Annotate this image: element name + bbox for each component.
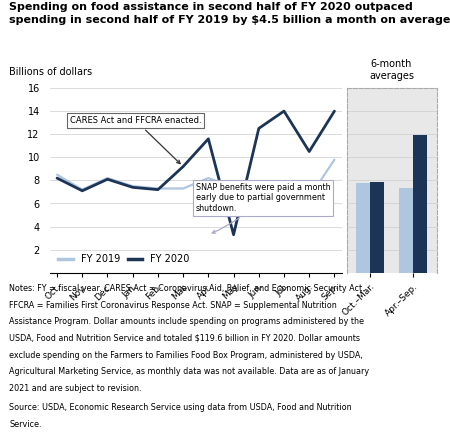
Text: Source: USDA, Economic Research Service using data from USDA, Food and Nutrition: Source: USDA, Economic Research Service …: [9, 403, 351, 412]
Text: SNAP benefits were paid a month
early due to partial government
shutdown.: SNAP benefits were paid a month early du…: [196, 183, 330, 233]
Text: Notes: FY = fiscal year. CARES Act = Coronavirus Aid, Relief, and Economic Secur: Notes: FY = fiscal year. CARES Act = Cor…: [9, 284, 364, 293]
Text: CARES Act and FFCRA enacted.: CARES Act and FFCRA enacted.: [70, 116, 201, 164]
Bar: [413, 136, 427, 273]
Text: 2021 and are subject to revision.: 2021 and are subject to revision.: [9, 384, 141, 393]
Text: Assistance Program. Dollar amounts include spending on programs administered by : Assistance Program. Dollar amounts inclu…: [9, 317, 364, 326]
Bar: [370, 182, 384, 273]
Bar: [356, 183, 370, 273]
Text: Service.: Service.: [9, 420, 41, 429]
Text: FFCRA = Families First Coronavirus Response Act. SNAP = Supplemental Nutrition: FFCRA = Families First Coronavirus Respo…: [9, 301, 337, 309]
Text: Billions of dollars: Billions of dollars: [9, 67, 92, 77]
Legend: FY 2019, FY 2020: FY 2019, FY 2020: [54, 250, 193, 268]
Bar: [399, 188, 413, 273]
Text: 6-month
averages: 6-month averages: [369, 59, 414, 81]
Text: exclude spending on the Farmers to Families Food Box Program, administered by US: exclude spending on the Farmers to Famil…: [9, 351, 363, 359]
Text: spending in second half of FY 2019 by $4.5 billion a month on average: spending in second half of FY 2019 by $4…: [9, 15, 450, 25]
Text: Spending on food assistance in second half of FY 2020 outpaced: Spending on food assistance in second ha…: [9, 2, 413, 12]
Text: Agricultural Marketing Service, as monthly data was not available. Data are as o: Agricultural Marketing Service, as month…: [9, 367, 369, 376]
Text: USDA, Food and Nutrition Service and totaled $119.6 billion in FY 2020. Dollar a: USDA, Food and Nutrition Service and tot…: [9, 334, 360, 343]
